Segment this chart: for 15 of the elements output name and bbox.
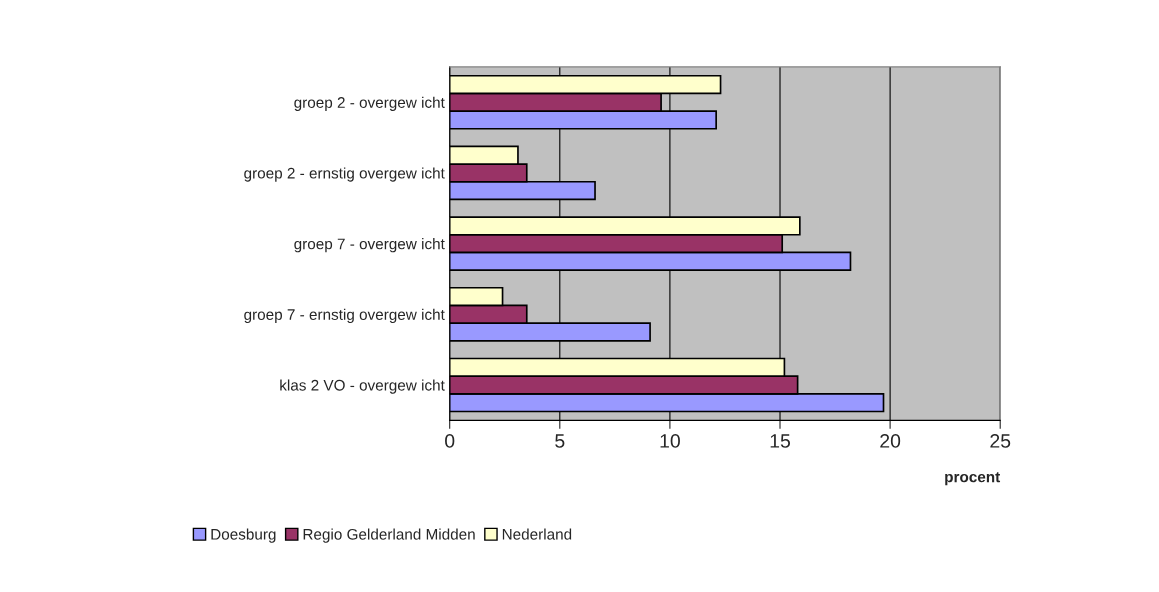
legend-label: Regio Gelderland Midden: [303, 528, 475, 543]
x-tick-label: 20: [880, 434, 901, 448]
x-axis-title: procent: [945, 472, 1001, 486]
y-tick-label: klas 2 VO - overgew icht: [280, 379, 445, 394]
x-tick-label: 0: [445, 434, 455, 448]
legend-label: Nederland: [502, 528, 572, 540]
y-tick-label: groep 7 - overgew icht: [294, 238, 445, 253]
y-tick-label: groep 7 - ernstig overgew icht: [244, 308, 445, 323]
x-tick-label: 15: [770, 434, 791, 448]
x-tick-label: 25: [990, 434, 1011, 448]
y-tick-label: groep 2 - ernstig overgew icht: [244, 167, 445, 182]
y-tick-label: groep 2 - overgew icht: [294, 96, 445, 111]
x-tick-label: 5: [555, 434, 565, 448]
legend-label: Doesburg: [211, 528, 276, 543]
x-tick-label: 10: [660, 434, 680, 448]
